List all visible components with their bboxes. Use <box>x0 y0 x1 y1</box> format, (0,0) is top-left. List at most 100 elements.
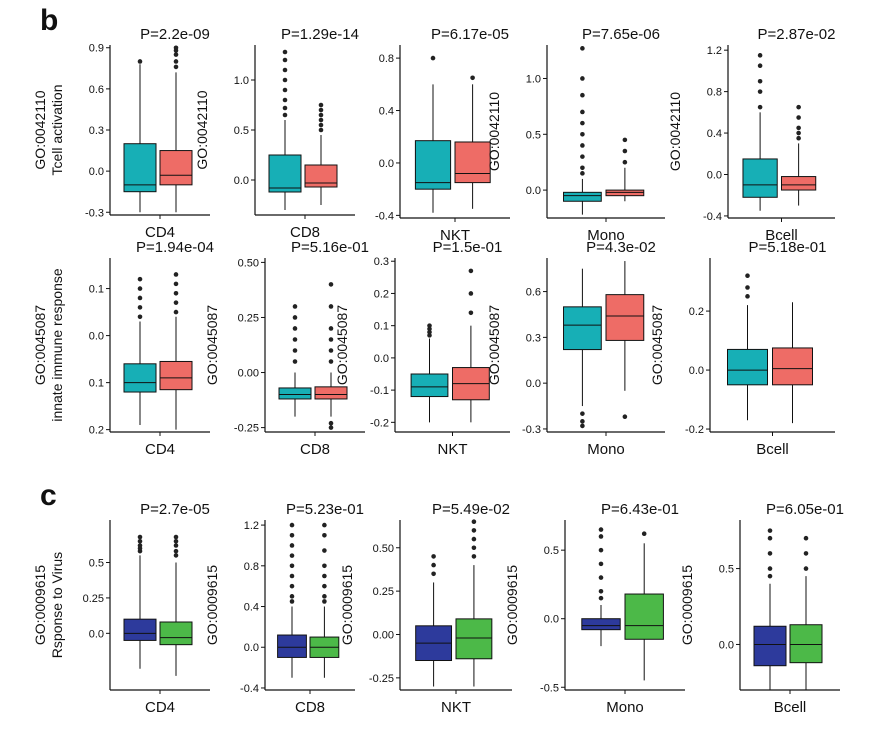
x-group-label: CD8 <box>295 699 325 716</box>
p-value-label: P=1.29e-14 <box>281 26 359 43</box>
outlier-point <box>328 304 334 309</box>
outlier-point <box>137 538 143 544</box>
y-tick-label: 0.50 <box>238 257 259 269</box>
outlier-point <box>289 543 295 548</box>
outlier-point <box>767 551 773 556</box>
outlier-point <box>641 531 647 537</box>
y-tick-label: -0.1 <box>370 385 389 397</box>
y-axis-label: GO:0045087 <box>649 305 665 385</box>
outlier-point <box>767 573 773 579</box>
outlier-point <box>137 543 143 548</box>
outlier-point <box>137 276 143 282</box>
outlier-point <box>322 522 327 528</box>
y-tick-label: 0.0 <box>707 169 722 181</box>
y-tick-label: 0.5 <box>526 129 541 141</box>
y-axis-label: GO:0042110 <box>194 90 210 169</box>
outlier-point <box>803 566 809 571</box>
y-tick-label: -0.2 <box>685 424 704 436</box>
y-tick-label: 0.0 <box>234 175 249 187</box>
y-tick-label: 1.0 <box>234 75 249 87</box>
y-tick-label: -0.4 <box>375 210 394 222</box>
chart-c-cd4: 0.0 0.25 0.5 CD4 P=2.7e-05 GO:0009615 Rsponse … <box>32 501 210 716</box>
y-tick-label: 1.0 <box>526 73 541 85</box>
p-value-label: P=5.18e-01 <box>749 239 827 256</box>
outlier-point <box>580 423 585 429</box>
y-tick-label: -0.25 <box>369 673 394 685</box>
outlier-point <box>580 76 585 81</box>
p-value-label: P=5.23e-01 <box>286 501 364 518</box>
x-group-label: CD4 <box>145 224 175 241</box>
y-axis-label: GO:0042110 <box>667 92 683 171</box>
chart-b-bcell: -0.4 0.0 0.4 0.8 1.2 Bcell P=2.87e-02 GO:004211… <box>667 26 835 244</box>
outlier-point <box>318 122 324 128</box>
y-tick-label: 0.0 <box>244 642 259 654</box>
outlier-point <box>137 534 143 540</box>
chart-c-nkt: -0.25 0.00 0.25 0.50 NKT P=5.49e-02 GO:0009615 <box>339 501 512 716</box>
outlier-point <box>173 543 179 548</box>
outlier-point <box>431 562 436 568</box>
chart-b-bcell: 0.2 0.0 -0.2 Bcell P=5.18e-01 GO:0045087 <box>649 239 835 458</box>
outlier-point <box>292 315 298 320</box>
outlier-point <box>173 45 179 51</box>
box-body <box>789 624 823 664</box>
y-axis-label: GO:0009615 <box>32 565 48 645</box>
outlier-point <box>292 326 298 331</box>
y-axis-label: Rsponse to Virus <box>49 552 65 658</box>
outlier-point <box>598 575 604 580</box>
outlier-point <box>173 300 179 305</box>
p-value-label: P=2.87e-02 <box>758 26 836 43</box>
x-group-label: Bcell <box>765 227 798 244</box>
p-value-label: P=7.65e-06 <box>582 26 660 43</box>
y-axis-label: GO:0045087 <box>486 305 502 385</box>
box-body <box>753 625 787 667</box>
y-tick-label: 0.4 <box>244 602 259 614</box>
outlier-point <box>470 75 475 81</box>
y-axis-label: GO:0045087 <box>32 305 48 385</box>
y-tick-label: 0.0 <box>89 628 104 640</box>
outlier-point <box>767 535 773 541</box>
outlier-point <box>318 127 324 133</box>
y-axis-label: GO:0009615 <box>204 565 220 645</box>
panel-label-c: c <box>40 479 57 512</box>
y-tick-label: 0.0 <box>526 185 541 197</box>
y-tick-label: 0.8 <box>379 53 394 65</box>
box-body <box>563 306 602 351</box>
outlier-point <box>289 573 295 579</box>
y-tick-label: 0.0 <box>719 639 734 651</box>
box-body <box>410 373 449 398</box>
outlier-point <box>757 63 763 69</box>
outlier-point <box>289 594 295 599</box>
outlier-point <box>328 337 334 342</box>
outlier-point <box>173 59 179 64</box>
outlier-point <box>282 105 288 111</box>
outlier-point <box>580 171 585 176</box>
outlier-point <box>580 109 585 115</box>
outlier-point <box>173 309 179 315</box>
y-tick-label: 0.3 <box>374 256 389 268</box>
outlier-point <box>796 125 801 131</box>
outlier-point <box>292 304 298 309</box>
y-tick-label: 0.4 <box>379 106 394 118</box>
y-tick-label: 0.50 <box>373 543 394 555</box>
outlier-point <box>471 554 477 559</box>
outlier-point <box>622 148 628 154</box>
outlier-point <box>137 59 143 64</box>
outlier-point <box>580 92 585 98</box>
y-tick-label: 0.0 <box>374 353 389 365</box>
y-tick-label: 0.4 <box>707 128 722 140</box>
y-tick-label: 0.2 <box>89 425 104 437</box>
outlier-point <box>282 97 288 103</box>
outlier-point <box>757 78 763 84</box>
outlier-point <box>796 104 801 110</box>
outlier-point <box>598 534 604 539</box>
outlier-point <box>580 165 585 171</box>
x-group-label: Mono <box>587 227 625 244</box>
y-tick-label: 0.0 <box>89 331 104 343</box>
p-value-label: P=2.7e-05 <box>140 501 210 518</box>
outlier-point <box>468 310 474 316</box>
y-tick-label: 0.25 <box>238 312 259 324</box>
y-axis-label: Tcell activation <box>49 84 65 175</box>
y-tick-label: -0.25 <box>234 423 259 435</box>
outlier-point <box>173 52 179 57</box>
outlier-point <box>580 131 585 137</box>
